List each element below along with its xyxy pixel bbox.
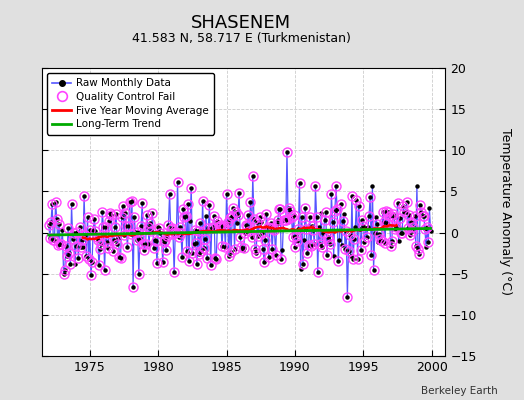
Text: SHASENEM: SHASENEM (191, 14, 291, 32)
Text: Berkeley Earth: Berkeley Earth (421, 386, 498, 396)
Text: 41.583 N, 58.717 E (Turkmenistan): 41.583 N, 58.717 E (Turkmenistan) (132, 32, 351, 45)
Legend: Raw Monthly Data, Quality Control Fail, Five Year Moving Average, Long-Term Tren: Raw Monthly Data, Quality Control Fail, … (47, 73, 214, 134)
Y-axis label: Temperature Anomaly (°C): Temperature Anomaly (°C) (499, 128, 512, 296)
